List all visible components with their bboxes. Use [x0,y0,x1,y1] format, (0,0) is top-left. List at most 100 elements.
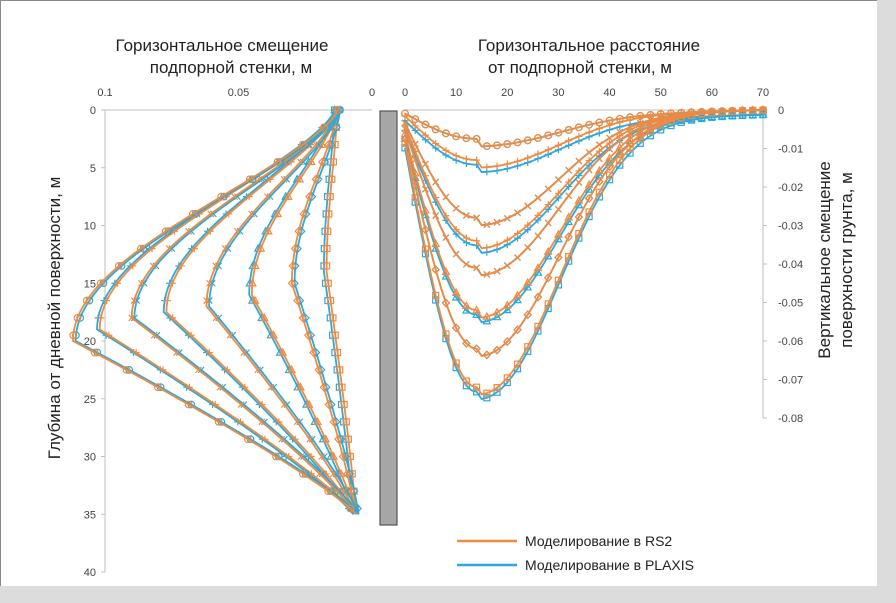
data-point [105,331,113,339]
right-x-tick-label: 0 [402,87,408,99]
data-point [324,227,332,235]
data-point [206,227,214,235]
data-point [280,401,288,408]
data-point [544,131,553,140]
right-y-tick-label: -0.07 [778,375,803,387]
data-point [759,111,767,119]
data-point [718,108,726,116]
right-markers-plaxis-stage-8 [401,111,767,402]
data-point [698,110,706,118]
data-point [153,383,162,392]
data-point [502,305,512,314]
data-point [483,244,491,252]
data-point [595,188,603,196]
data-point [329,158,338,166]
data-point [461,300,471,309]
data-point [749,111,757,119]
right-y-tick-label: -0.03 [778,221,803,233]
left-curve-rs2-stage-1 [325,109,357,515]
data-point [503,214,511,222]
data-point [523,277,533,286]
data-point [326,296,335,305]
data-point [90,348,99,357]
data-point [432,194,440,202]
data-point [411,193,419,202]
data-point [269,330,279,339]
data-point [483,271,491,278]
data-point [278,435,286,443]
left-curve-rs2-stage-2 [290,109,357,515]
data-point [225,210,233,218]
data-point [554,189,562,197]
data-point [245,193,253,201]
data-point [451,287,461,296]
left-markers-rs2-stage-1 [323,106,360,513]
right-x-tick-label: 40 [603,87,615,99]
data-point [534,150,542,158]
data-point [206,279,213,287]
data-point [606,145,613,153]
data-point [595,177,604,186]
data-point [564,126,573,134]
data-point [616,118,624,126]
data-point [138,279,145,287]
left-chart-title-line-1: Горизонтальное смещение [116,36,329,55]
data-point [493,162,501,170]
data-point [738,107,747,115]
data-point [513,325,522,335]
data-point [646,132,655,140]
data-point [585,120,594,129]
data-point [400,129,410,138]
data-point [462,260,470,268]
data-point [554,252,563,262]
data-point [312,141,320,149]
data-point [483,221,491,229]
data-point [432,178,440,186]
data-point [503,337,512,347]
data-point [514,254,521,261]
data-point [626,116,634,124]
data-point [329,417,338,427]
data-point [103,297,111,305]
data-point [759,106,767,114]
legend: Моделирование в RS2 Моделирование в PLAX… [457,533,694,573]
data-point [280,175,288,183]
data-point [502,300,512,309]
left-markers-rs2-stage-8 [69,106,355,513]
data-point [544,146,552,154]
right-chart-title-line-1: Горизонтальное расстояние [478,36,700,55]
retaining-wall [379,110,398,526]
data-point [248,278,257,287]
data-point [260,418,268,426]
data-point [442,129,450,138]
data-point [190,245,198,253]
data-point [493,388,501,396]
data-point [442,146,450,154]
data-point [483,394,491,402]
data-point [431,125,440,134]
data-point [334,434,343,444]
left-curve-rs2-stage-5 [165,109,357,515]
data-point [574,212,584,222]
data-point [493,218,501,226]
right-curve-rs2-stage-6 [404,109,764,319]
right-y-axis-label-line-1: Вертикальное смещение [815,161,834,358]
data-point [421,172,429,180]
right-markers-rs2-stage-8 [401,106,767,397]
data-point [749,106,757,115]
data-point [329,451,338,460]
data-point [400,134,410,144]
data-point [231,193,239,201]
frame-shadow [0,586,896,603]
data-point [241,383,249,391]
data-point [338,452,348,461]
data-point [523,310,532,320]
data-point [326,193,334,201]
data-point [185,383,193,391]
data-point [482,142,491,151]
data-point [442,212,450,220]
right-x-tick-label: 50 [655,87,667,99]
data-point [493,267,501,275]
data-point [636,135,644,143]
